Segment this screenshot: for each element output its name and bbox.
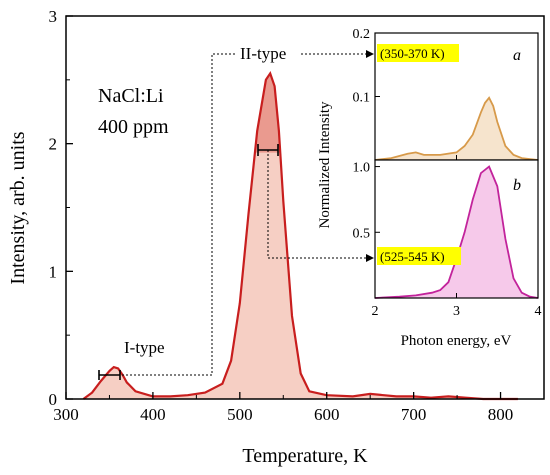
inset-b-axis-ticks: 0.5 1.0 2 3 4 [353,161,542,319]
inset-x-axis-title: Photon energy, eV [401,333,512,349]
main-x-tick-label: 400 [140,405,166,424]
type-1-label: I-type [124,338,165,357]
main-x-tick-label: 800 [488,405,514,424]
inset-panel-b: (525-545 K) b 0.5 1.0 2 3 4 [353,159,542,319]
inset-y-tick-label: 0.5 [353,226,371,241]
inset-b-curve-area [375,166,538,298]
inset-x-tick-label: 3 [453,304,460,319]
inset-panel-a: (350-370 K) a 0.1 0.2 [353,27,539,161]
main-y-tick-label: 1 [49,262,58,281]
main-y-tick-label: 3 [49,7,58,26]
main-x-tick-label: 600 [314,405,340,424]
inset-b-range-highlight [377,247,461,265]
inset-a-range-label: (350-370 K) [380,46,445,61]
inset-y-tick-label: 1.0 [353,161,371,176]
main-peak-fill [254,73,281,153]
sample-name-label: NaCl:Li [98,85,164,107]
inset-a-curve-line [374,96,539,161]
inset-y-tick-label: 0.2 [353,27,371,42]
inset-b-range-label: (525-545 K) [380,249,445,264]
main-y-axis-title: Intensity, arb. units [7,131,29,284]
main-y-tick-label: 0 [49,390,58,409]
main-x-tick-label: 500 [227,405,253,424]
sample-concentration-label: 400 ppm [98,116,169,138]
main-x-tick-label: 300 [53,405,79,424]
main-x-axis-title: Temperature, K [242,445,368,467]
inset-b-curve-line [374,165,539,299]
main-y-tick-label: 2 [49,135,58,154]
connector-lines [110,50,374,376]
inset-a-panel-letter: a [513,47,521,64]
inset-b-panel-letter: b [513,177,521,194]
main-x-tick-label: 700 [401,405,427,424]
main-plot: 300 400 500 600 700 800 0 1 2 3 Temperature, K In… [7,7,545,467]
inset-a-curve-area [375,97,538,160]
inset-x-tick-label: 4 [535,304,542,319]
inset-a-axis-ticks: 0.1 0.2 [353,27,539,160]
inset-a-range-highlight [377,44,459,62]
inset-x-tick-label: 2 [372,304,379,319]
type-2-label: II-type [240,44,286,63]
main-axis-ticks: 300 400 500 600 700 800 0 1 2 3 [49,7,514,424]
inset-y-tick-label: 0.1 [353,91,371,106]
inset-y-axis-title: Normalized Intensity [317,101,333,229]
